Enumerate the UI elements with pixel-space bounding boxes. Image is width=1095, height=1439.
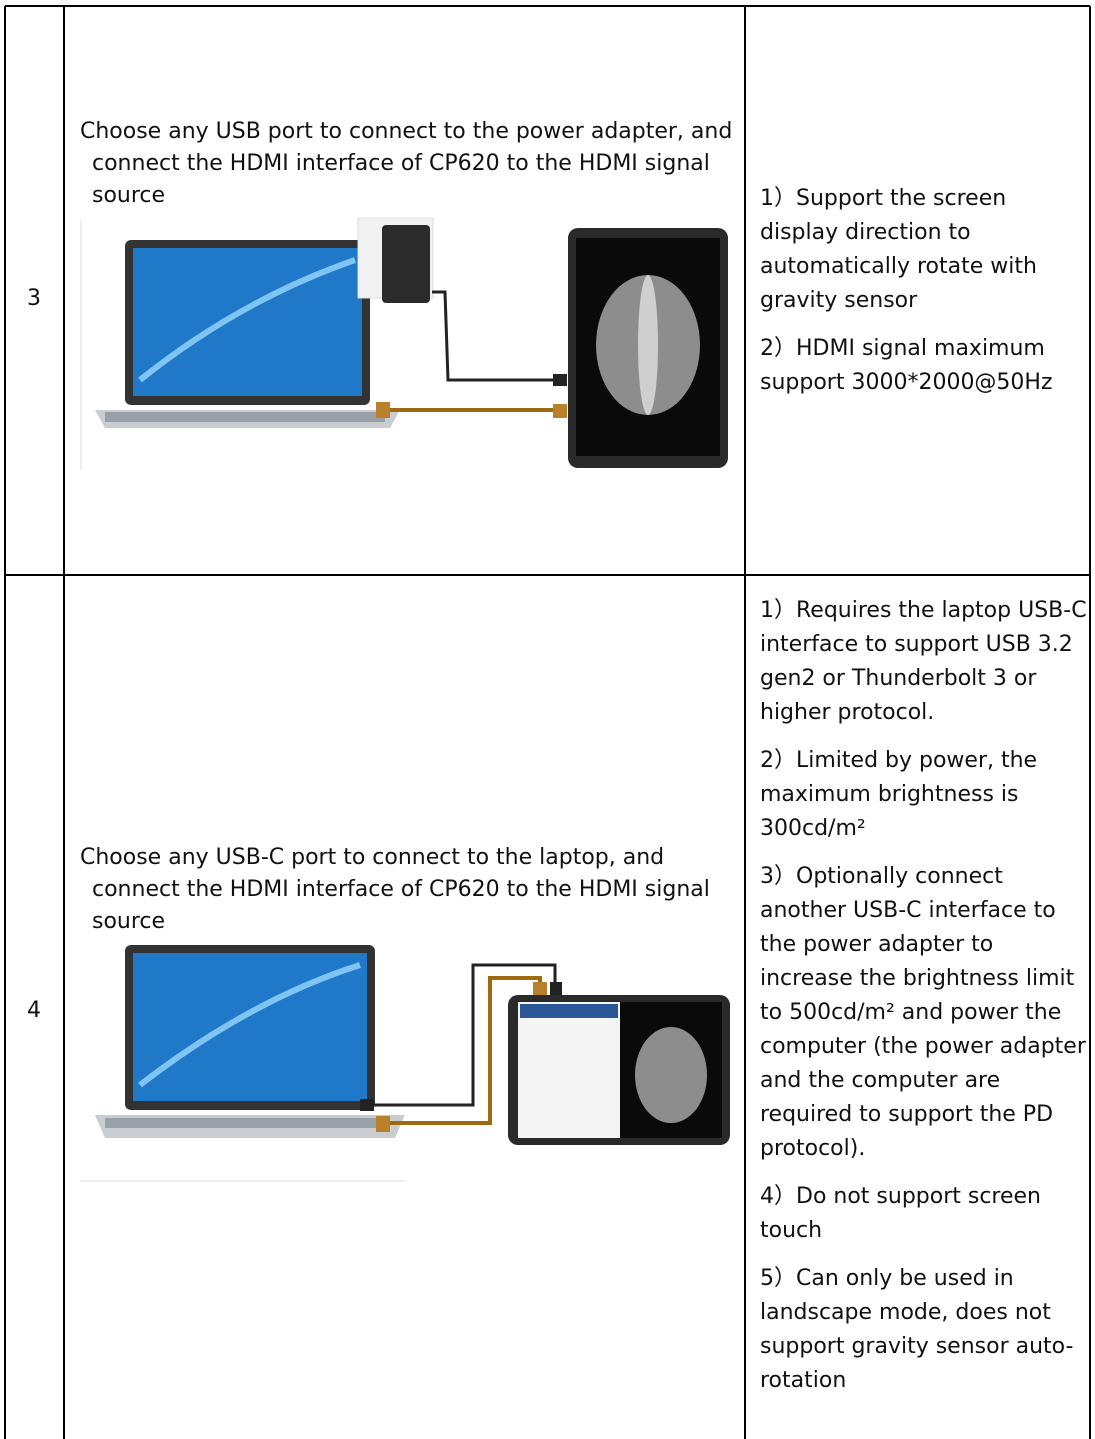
instruction: Choose any USB-C port to connect to the … (80, 845, 710, 934)
row-number: 3 (27, 286, 41, 311)
note: 3）Optionally connect another USB-C inter… (760, 864, 1086, 1161)
note: 4）Do not support screen touch (760, 1184, 1042, 1243)
illustration-usbc (80, 945, 730, 1182)
illustration-hdmi-power (80, 217, 728, 470)
note: 1）Support the screen display direction t… (760, 186, 1037, 313)
instruction: Choose any USB port to connect to the po… (80, 119, 733, 208)
notes: 1）Support the screen display direction t… (760, 182, 1090, 414)
note: 1）Requires the laptop USB-C interface to… (760, 598, 1087, 725)
note: 2）Limited by power, the maximum brightne… (760, 748, 1038, 841)
row-number: 4 (27, 998, 41, 1023)
notes: 1）Requires the laptop USB-C interface to… (760, 594, 1090, 1412)
note: 2）HDMI signal maximum support 3000*2000@… (760, 336, 1053, 395)
note: 5）Can only be used in landscape mode, do… (760, 1266, 1074, 1393)
